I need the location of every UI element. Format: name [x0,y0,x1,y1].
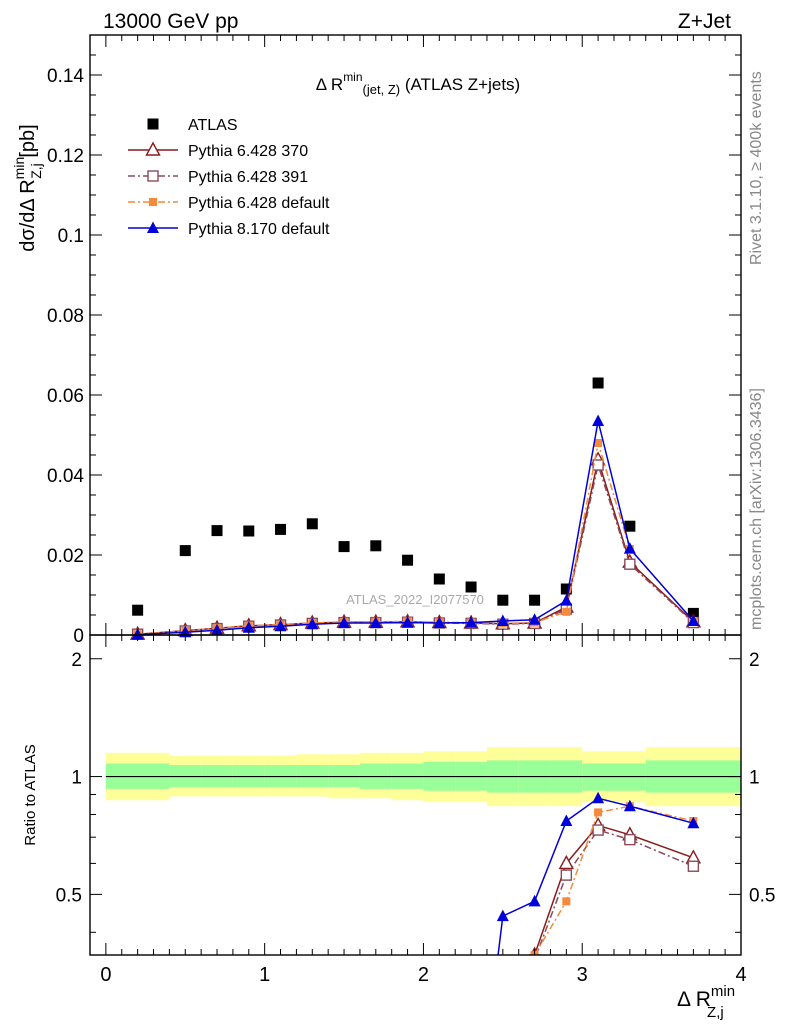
ratio-y-tick-label-left: 2 [71,650,82,671]
data-point-atlas [433,573,445,585]
main-y-tick-label: 0 [73,626,84,647]
ratio-plot-frame [89,634,742,956]
data-point-pythia-8-170-default [687,614,700,626]
ratio-point-pythia-8-170-default [496,909,509,922]
ratio-point-pythia-8-170-default [687,816,700,829]
main-panel: ATLAS_2022_I2077570 0 0.02 0.04 0.06 0.08 0.1… [11,34,742,647]
data-point-pythia-8-170-default [338,616,351,628]
ratio-point-pythia-6-428-391 [687,860,700,872]
main-y-tick-label: 0.04 [47,466,84,487]
data-point-atlas [465,581,477,593]
data-point-atlas [243,525,255,537]
main-y-tick-label: 0.06 [47,386,84,407]
rivet-version-label: Rivet 3.1.10, ≥ 400k events [748,71,765,265]
legend-label-pythia-6-428-default: Pythia 6.428 default [188,195,330,212]
legend-marker-pythia-6-428-default [149,198,157,206]
ratio-point-pythia-8-170-default [592,791,605,804]
series-line-pythia-6-428-391 [137,462,694,635]
data-point-atlas [306,518,318,530]
series-line-pythia-6-428-370 [137,456,694,635]
data-point-atlas [211,525,223,537]
main-y-tick-label: 0.08 [47,306,84,327]
data-point-pythia-8-170-default [242,621,255,633]
data-point-pythia-8-170-default [560,594,573,606]
main-y-tick-label: 0.1 [58,226,84,247]
data-point-atlas [132,604,144,616]
ratio-y-tick-label-right: 0.5 [749,885,775,906]
ratio-point-pythia-6-428-391 [528,954,541,955]
data-point-atlas [179,545,191,557]
data-point-atlas [497,594,509,606]
ratio-point-pythia-6-428-391 [560,869,573,881]
data-point-pythia-6-428-default [562,607,571,616]
data-point-atlas [560,583,572,595]
ratio-y-tick-label-right: 2 [749,650,760,671]
data-point-pythia-8-170-default [401,616,414,628]
ratio-panel: 0.5 0.5 1 1 2 2 0 1 2 3 4 Ratio to ATLAS Δ Rmin Z,j [22,634,775,1021]
watermark-label: ATLAS_2022_I2077570 [346,592,484,607]
ratio-y-axis-label: Ratio to ATLAS [22,744,39,845]
data-point-pythia-6-428-391 [592,459,604,471]
ratio-series-group [489,791,702,987]
data-point-atlas [275,523,287,535]
legend-marker-pythia-6-428-370 [145,141,161,156]
data-point-pythia-6-428-default [594,439,603,447]
main-y-tick-label: 0.12 [47,146,84,167]
ratio-point-pythia-8-170-default [623,799,636,812]
ratio-point-pythia-6-428-391 [592,824,604,836]
collision-label: 13000 GeV pp [103,10,238,33]
x-tick-label: 0 [100,964,111,986]
data-point-atlas [592,377,604,389]
data-point-atlas [402,554,414,566]
data-point-pythia-8-170-default [592,414,605,426]
x-tick-label: 3 [577,964,588,986]
data-point-pythia-8-170-default [528,613,541,625]
ratio-point-pythia-8-170-default [489,975,501,987]
legend: ATLAS Pythia 6.428 370 Pythia 6.428 391 Pyt… [128,117,330,238]
x-tick-label: 4 [735,964,746,986]
ratio-y-tick-label-left: 0.5 [56,885,82,906]
ratio-point-pythia-6-428-391 [624,833,636,846]
process-label: Z+Jet [678,10,731,33]
legend-label-pythia-6-428-370: Pythia 6.428 370 [188,143,308,160]
x-tick-label: 2 [418,964,429,986]
ratio-point-pythia-8-170-default [528,894,541,907]
data-point-pythia-8-170-default [623,542,636,554]
legend-label-atlas: ATLAS [188,117,238,134]
data-point-atlas [338,541,350,553]
main-plot-title: Δ Rmin(jet, Z) (ATLAS Z+jets) [316,70,520,97]
x-tick-label: 1 [259,964,270,986]
data-point-pythia-6-428-391 [624,558,636,570]
ratio-line-pythia-6-428-default [533,805,694,955]
ratio-y-tick-label-right: 1 [749,768,760,789]
ratio-point-pythia-6-428-370 [558,854,575,870]
data-point-atlas [624,520,636,532]
data-point-pythia-8-170-default [496,614,509,626]
data-point-atlas [529,594,541,606]
data-point-pythia-8-170-default [433,616,446,628]
ratio-point-pythia-6-428-default [562,897,571,906]
data-point-atlas [370,540,382,552]
main-y-tick-label: 0.02 [47,546,84,567]
legend-marker-pythia-6-428-391 [147,170,159,182]
data-point-pythia-8-170-default [369,616,382,628]
ratio-point-pythia-8-170-default [560,814,573,826]
data-point-pythia-8-170-default [306,617,319,630]
data-point-pythia-8-170-default [274,619,287,632]
ratio-y-tick-label-left: 1 [71,768,82,789]
data-point-pythia-8-170-default [465,616,478,628]
x-axis-label: Δ Rmin Z,j [677,983,735,1021]
ratio-point-pythia-6-428-default [594,808,603,817]
legend-label-pythia-6-428-391: Pythia 6.428 391 [188,169,308,186]
ratio-line-pythia-6-428-370 [533,824,694,955]
legend-label-pythia-8-170-default: Pythia 8.170 default [188,221,330,238]
legend-marker-pythia-8-170-default [147,221,159,233]
main-y-tick-label: 0.14 [47,66,84,87]
legend-marker-atlas [147,118,159,130]
main-y-axis-label: dσ/dΔ RminZ,j [pb] [11,124,44,251]
mcplots-source-label: mcplots.cern.ch [arXiv:1306.3436] [748,388,765,630]
